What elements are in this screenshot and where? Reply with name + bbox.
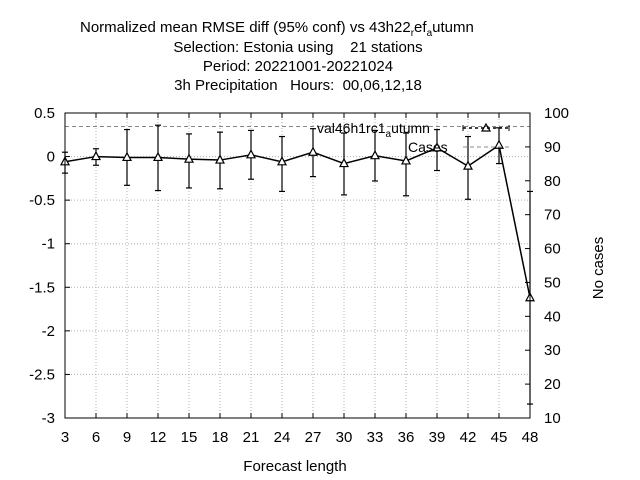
title-line-4: 3h Precipitation Hours: 00,06,12,18 bbox=[174, 77, 422, 94]
y2-tick-label: 100 bbox=[544, 105, 569, 122]
y2-tick-label: 50 bbox=[544, 274, 561, 291]
x-tick-label: 9 bbox=[123, 429, 131, 446]
x-tick-label: 18 bbox=[212, 429, 229, 446]
series-line bbox=[64, 143, 531, 298]
data-point bbox=[432, 142, 442, 152]
x-tick-label: 27 bbox=[305, 429, 322, 446]
x-tick-label: 36 bbox=[398, 429, 415, 446]
y2-tick-label: 10 bbox=[544, 410, 561, 427]
y2-axis-ticks: 100 90 80 70 60 50 40 30 20 10 bbox=[525, 105, 569, 427]
data-point bbox=[370, 149, 380, 160]
data-point bbox=[277, 156, 287, 166]
y2-axis-label: No cases bbox=[590, 237, 607, 300]
data-point bbox=[91, 150, 101, 161]
data-point bbox=[153, 151, 163, 162]
y-tick-label: -1.5 bbox=[29, 279, 55, 296]
series bbox=[60, 124, 535, 405]
x-tick-label: 6 bbox=[92, 429, 100, 446]
y-axis-ticks: 0.5 0 -0.5 -1 -1.5 -2 -2.5 -3 bbox=[29, 105, 70, 427]
data-point bbox=[494, 139, 504, 149]
data-point bbox=[339, 157, 349, 168]
x-tick-label: 48 bbox=[522, 429, 539, 446]
y-tick-label: -3 bbox=[42, 410, 55, 427]
legend-label-cases: Cases bbox=[408, 139, 448, 155]
data-point bbox=[401, 155, 411, 165]
x-axis-label: Forecast length bbox=[243, 458, 346, 475]
y-tick-label: -1 bbox=[42, 236, 55, 253]
y-tick-label: -2.5 bbox=[29, 366, 55, 383]
plot-border bbox=[64, 112, 531, 419]
y2-tick-label: 90 bbox=[544, 139, 561, 156]
title-line-3: Period: 20221001-20221024 bbox=[203, 58, 393, 75]
x-tick-label: 33 bbox=[367, 429, 384, 446]
data-point bbox=[215, 154, 225, 164]
title-line-1: Normalized mean RMSE diff (95% conf) vs … bbox=[80, 19, 474, 39]
x-tick-label: 30 bbox=[336, 429, 353, 446]
x-tick-label: 39 bbox=[429, 429, 446, 446]
legend: val46h1rc1autumn Cases bbox=[317, 120, 510, 155]
x-axis-ticks: 3 6 9 12 15 18 21 24 27 30 33 36 39 42 45 48 bbox=[61, 113, 539, 446]
data-point bbox=[246, 149, 256, 159]
x-tick-label: 12 bbox=[150, 429, 167, 446]
grid bbox=[65, 113, 530, 418]
legend-marker-series bbox=[480, 122, 492, 132]
x-tick-label: 42 bbox=[460, 429, 477, 446]
x-tick-label: 24 bbox=[274, 429, 291, 446]
data-point bbox=[122, 151, 132, 162]
y2-tick-label: 30 bbox=[544, 342, 561, 359]
y-tick-label: 0.5 bbox=[34, 105, 55, 122]
y-tick-label: -2 bbox=[42, 323, 55, 340]
y2-tick-label: 80 bbox=[544, 173, 561, 190]
data-point bbox=[463, 160, 473, 170]
y2-tick-label: 60 bbox=[544, 241, 561, 258]
x-tick-label: 3 bbox=[61, 429, 69, 446]
y2-tick-label: 70 bbox=[544, 207, 561, 224]
data-point bbox=[308, 146, 318, 156]
x-tick-label: 21 bbox=[243, 429, 260, 446]
chart-title: Normalized mean RMSE diff (95% conf) vs … bbox=[80, 19, 474, 94]
legend-label-series: val46h1rc1autumn bbox=[317, 120, 430, 140]
title-line-2: Selection: Estonia using 21 stations bbox=[173, 39, 422, 56]
y2-tick-label: 20 bbox=[544, 376, 561, 393]
y-tick-label: -0.5 bbox=[29, 192, 55, 209]
y-tick-label: 0 bbox=[47, 149, 55, 166]
x-tick-label: 15 bbox=[181, 429, 198, 446]
x-tick-label: 45 bbox=[491, 429, 508, 446]
data-point bbox=[184, 153, 194, 163]
y2-tick-label: 40 bbox=[544, 308, 561, 325]
